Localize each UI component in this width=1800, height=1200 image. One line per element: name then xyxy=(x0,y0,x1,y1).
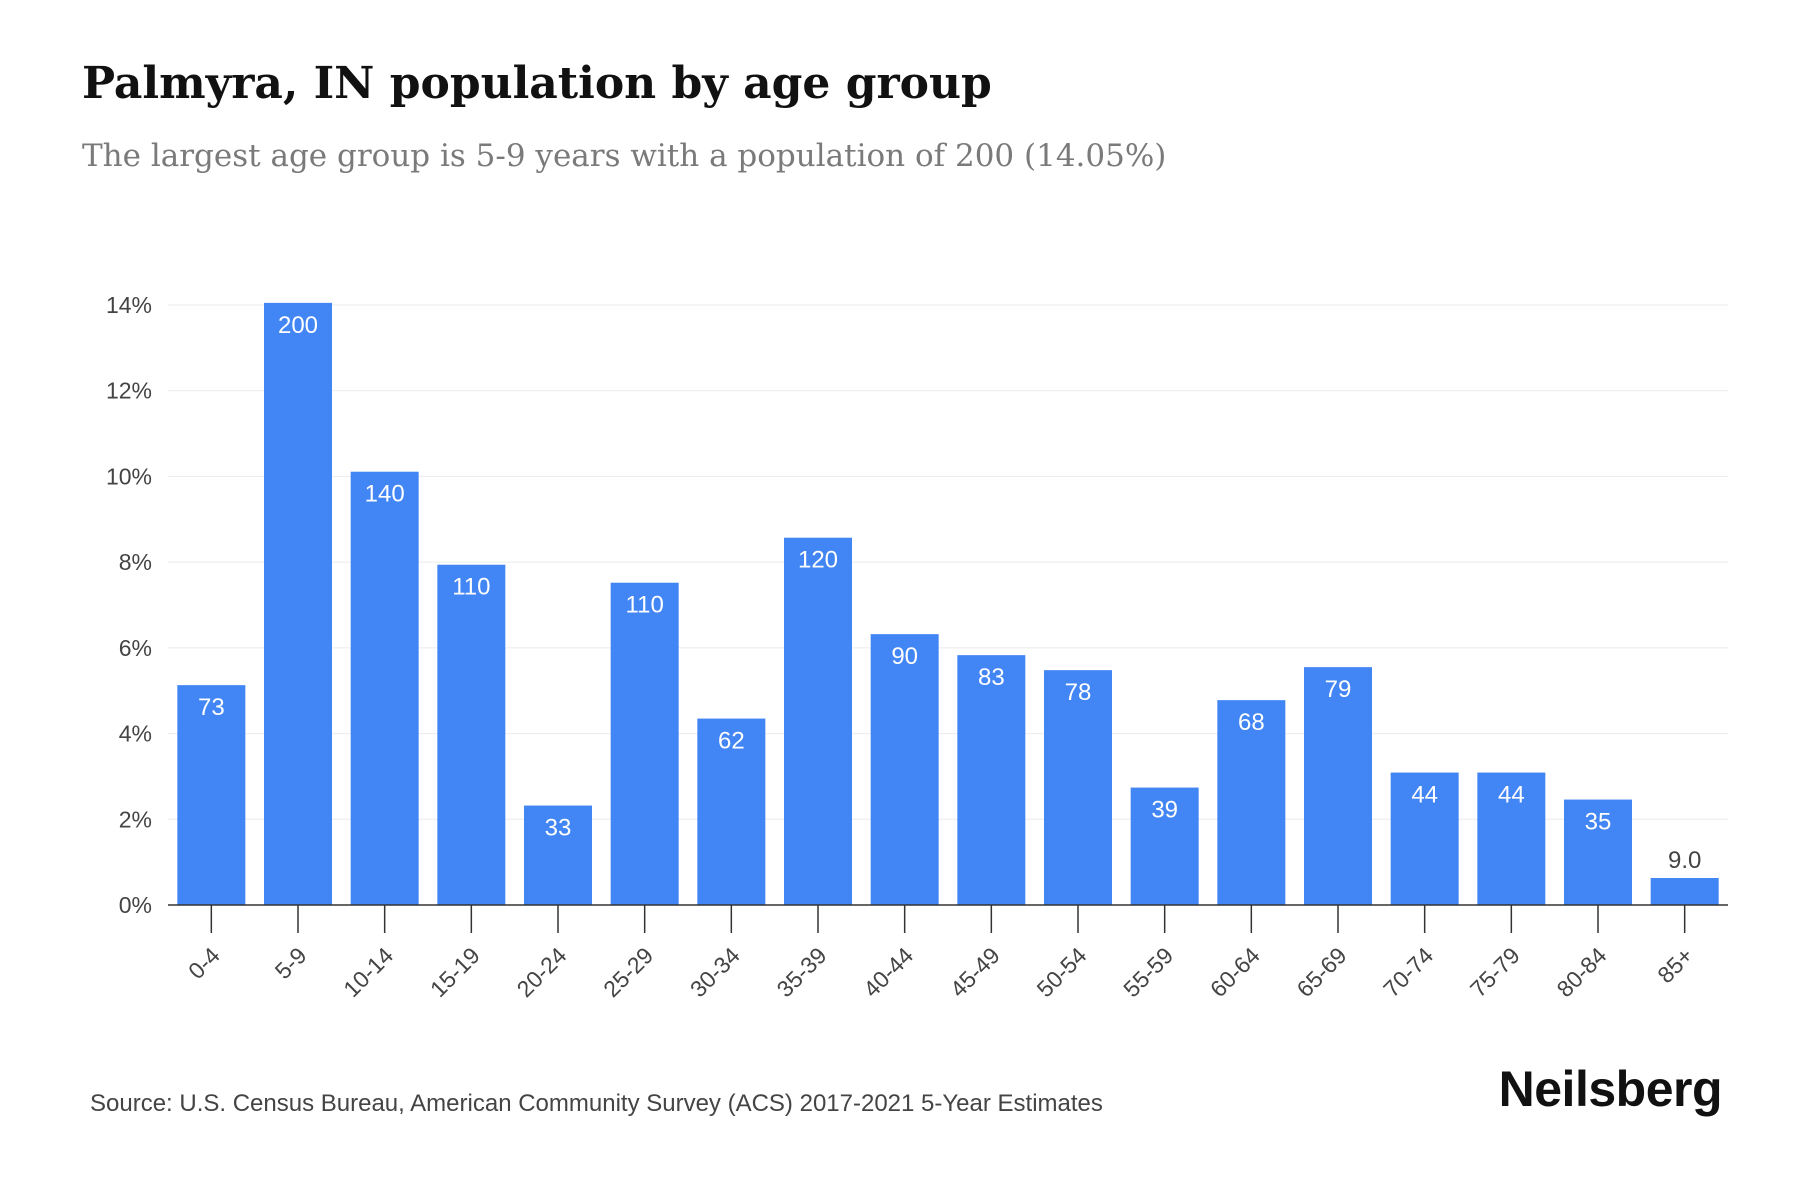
brand-logo: Neilsberg xyxy=(1498,1061,1723,1117)
bar-value-label: 90 xyxy=(891,643,918,670)
bar xyxy=(697,718,766,905)
bar-value-label: 73 xyxy=(198,694,225,721)
bar xyxy=(1564,799,1632,905)
chart-subtitle: The largest age group is 5-9 years with … xyxy=(82,138,1167,174)
bar-value-label: 33 xyxy=(545,815,572,842)
x-tick-label: 5-9 xyxy=(270,942,312,984)
bar-value-label: 62 xyxy=(718,728,745,755)
bar xyxy=(264,302,332,905)
x-tick-label: 50-54 xyxy=(1032,942,1092,1002)
bar xyxy=(350,471,419,905)
x-tick-label: 85+ xyxy=(1652,942,1698,988)
y-tick-label: 10% xyxy=(106,463,152,489)
bar xyxy=(1217,700,1286,905)
bar-value-label: 140 xyxy=(365,481,405,508)
x-tick-label: 65-69 xyxy=(1292,942,1352,1002)
bar xyxy=(1477,772,1546,905)
x-tick-label: 75-79 xyxy=(1465,942,1525,1002)
y-tick-label: 12% xyxy=(106,378,152,404)
bar xyxy=(1130,787,1199,905)
y-tick-label: 2% xyxy=(119,806,152,832)
bar xyxy=(1044,670,1112,905)
x-tick-label: 10-14 xyxy=(338,942,398,1002)
bar xyxy=(1390,772,1459,905)
bar xyxy=(1304,667,1372,905)
bar xyxy=(437,564,506,905)
bar-value-label: 44 xyxy=(1498,782,1525,809)
x-tick-label: 20-24 xyxy=(512,942,572,1002)
bar xyxy=(610,582,679,905)
bar-value-label: 200 xyxy=(278,312,318,339)
bar xyxy=(177,685,246,905)
bar-chart: 0% 2% 4% 6% 8% 10% 12% 14% 73 0-4 200 5-9 140 10-14 11… xyxy=(106,292,1728,1002)
source-note: Source: U.S. Census Bureau, American Com… xyxy=(90,1090,1103,1117)
x-tick-label: 25-29 xyxy=(598,942,658,1002)
bar xyxy=(870,634,939,905)
x-tick-label: 60-64 xyxy=(1205,942,1265,1002)
x-tick-label: 40-44 xyxy=(858,942,918,1002)
y-tick-label: 8% xyxy=(119,549,152,575)
x-tick-label: 70-74 xyxy=(1378,942,1438,1002)
bar xyxy=(1650,878,1719,905)
bar-value-label: 83 xyxy=(978,664,1005,691)
bar-value-label: 68 xyxy=(1238,709,1265,736)
y-tick-label: 4% xyxy=(119,721,152,747)
x-tick-label: 80-84 xyxy=(1552,942,1612,1002)
bar-value-label: 39 xyxy=(1151,797,1178,824)
y-tick-label: 0% xyxy=(119,892,152,918)
bar-value-label: 78 xyxy=(1065,679,1092,706)
bar xyxy=(784,537,852,905)
x-tick-label: 55-59 xyxy=(1118,942,1178,1002)
bar-value-label: 44 xyxy=(1411,782,1438,809)
y-tick-label: 6% xyxy=(119,635,152,661)
x-tick-label: 0-4 xyxy=(183,942,225,984)
x-tick-label: 15-19 xyxy=(425,942,485,1002)
bar-value-label: 110 xyxy=(626,592,664,619)
bar-value-label: 120 xyxy=(798,547,838,574)
y-tick-label: 14% xyxy=(106,292,152,318)
bar-value-label: 35 xyxy=(1585,809,1612,836)
bar xyxy=(524,805,592,905)
bar-value-label: 110 xyxy=(452,574,490,601)
bar-value-label: 9.0 xyxy=(1668,847,1701,874)
bar-value-label: 79 xyxy=(1325,676,1352,703)
x-tick-label: 30-34 xyxy=(685,942,745,1002)
x-tick-label: 35-39 xyxy=(772,942,832,1002)
x-tick-label: 45-49 xyxy=(945,942,1005,1002)
chart-title: Palmyra, IN population by age group xyxy=(82,58,992,109)
bar xyxy=(957,655,1026,905)
